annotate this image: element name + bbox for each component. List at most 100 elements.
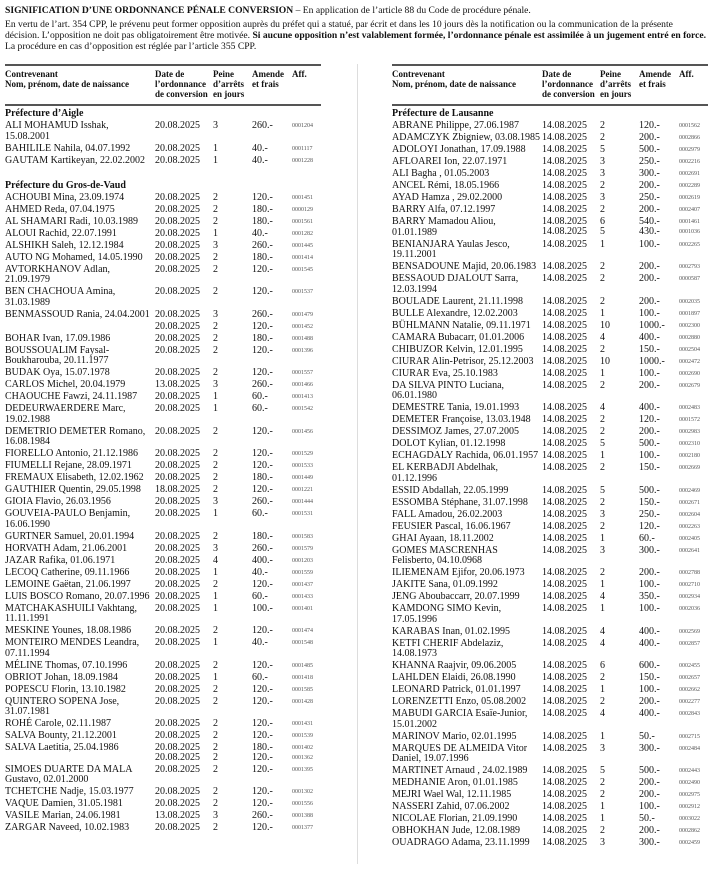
peine-jours-value: 2	[600, 204, 605, 215]
amende-frais-value: 180.-	[252, 742, 273, 753]
ordonnance-date: 14.08.2025	[542, 708, 600, 731]
amende-frais: 120.-	[252, 798, 292, 810]
affaire-number-value: 0002036	[679, 606, 700, 612]
affaire-number: 0002690	[679, 367, 708, 379]
ordonnance-date-value: 20.08.2025	[155, 578, 200, 590]
amende-frais: 200.-	[639, 777, 679, 789]
ordonnance-date: 14.08.2025	[542, 343, 600, 355]
amende-frais-value: 120.-	[252, 822, 273, 833]
affaire-number: 0002691	[679, 168, 708, 180]
amende-frais-value: 120.-	[639, 120, 660, 131]
peine-jours: 2	[600, 414, 639, 426]
peine-jours: 3	[600, 192, 639, 204]
affaire-number-value: 0002843	[679, 711, 700, 717]
ordonnance-date: 20.08.2025	[155, 154, 213, 166]
ordonnance-date-value: 20.08.2025	[155, 460, 200, 471]
ordonnance-date: 20.08.2025	[155, 798, 213, 810]
ordonnance-date: 20.08.2025	[155, 683, 213, 695]
peine-jours-value: 4	[600, 331, 605, 343]
ordonnance-date: 14.08.2025	[542, 379, 600, 402]
header-line: l’ordonnance	[155, 79, 207, 89]
peine-jours: 2	[213, 367, 252, 379]
table-row: ALI MOHAMUD Isshak, 15.08.2001 20.08.2025…	[5, 120, 321, 143]
peine-jours-value: 1	[213, 671, 218, 683]
amende-frais-value: 120.-	[252, 484, 273, 495]
contrevenant-name: ALI Bagha , 01.05.2003	[392, 168, 490, 179]
table-row: GAUTHIER Quentin, 29.05.1998 18.08.2025 2 1…	[5, 484, 321, 496]
peine-jours-value: 5	[600, 765, 605, 776]
header-date: Date de l’ordonnance de conversion	[155, 65, 213, 105]
table-row: AFLOAREI Ion, 22.07.1971 14.08.2025 3 250.-…	[392, 156, 708, 168]
peine-jours: 2	[213, 484, 252, 496]
peine-jours: 1	[213, 227, 252, 239]
ordonnance-date: 14.08.2025	[542, 426, 600, 438]
amende-frais: 100.-	[639, 367, 679, 379]
contrevenant-name: BOUSSOUALIM Faysal-Boukharouba, 20.11.19…	[5, 344, 110, 366]
amende-frais: 500.-	[639, 484, 679, 496]
ordonnance-date-value: 14.08.2025	[542, 567, 587, 578]
ordonnance-date: 20.08.2025	[155, 472, 213, 484]
table-row: GOMES MASCRENHAS Felisberto, 04.10.0968 1…	[392, 544, 708, 567]
amende-frais: 500.-	[639, 765, 679, 777]
amende-frais: 200.-	[639, 696, 679, 708]
table-row: SALVA Bounty, 21.12.2001 20.08.2025 2 120.-…	[5, 730, 321, 742]
header-line: en jours	[600, 89, 632, 99]
peine-jours-value: 2	[213, 484, 218, 495]
affaire-number: 0001402 0001362	[292, 742, 321, 764]
amende-frais-value: 1000.-	[639, 355, 665, 367]
amende-frais-value: 120.-	[252, 286, 273, 297]
affaire-number-value: 0002180	[679, 453, 700, 459]
peine-jours-value: 4	[600, 591, 605, 602]
contrevenant-name: BENMASSOUD Rania, 24.04.2001	[5, 308, 150, 320]
amende-frais: 100.-	[639, 684, 679, 696]
ordonnance-date-value: 14.08.2025	[542, 579, 587, 590]
ordonnance-date-value: 14.08.2025	[542, 261, 587, 272]
affaire-number-value: 0002263	[679, 523, 700, 530]
contrevenant-name: OBHOKHAN Jude, 12.08.1989	[392, 825, 521, 836]
amende-frais-value: 50.-	[639, 813, 655, 824]
amende-frais-value: 40.-	[252, 637, 268, 648]
affaire-number-value: 0002289	[679, 183, 700, 189]
ordonnance-date-value: 20.08.2025	[155, 566, 200, 578]
amende-frais: 100.-	[639, 238, 679, 261]
affaire-number-value: 0002983	[679, 429, 700, 435]
table-row: GAUTAM Kartikeyan, 22.02.2002 20.08.2025 1…	[5, 154, 321, 166]
contrevenant-name: DESSIMOZ James, 27.07.2005	[392, 426, 519, 437]
table-row: BOUSSOUALIM Faysal-Boukharouba, 20.11.19…	[5, 344, 321, 367]
ordonnance-date: 20.08.2025	[155, 320, 213, 332]
affaire-number: 0002669	[679, 462, 708, 485]
peine-jours: 2	[213, 320, 252, 332]
amende-frais: 600.-	[639, 660, 679, 672]
header-line: Contrevenant	[5, 69, 58, 79]
affaire-number-value: 0002472	[679, 358, 700, 365]
affaire-number: 0001562	[679, 120, 708, 132]
ordonnance-date-value: 20.08.2025	[155, 472, 200, 483]
table-row: BOULADE Laurent, 21.11.1998 14.08.2025 2 20…	[392, 295, 708, 307]
amende-frais: 120.-	[639, 414, 679, 426]
header-amende: Amende et frais	[639, 65, 679, 105]
amende-frais: 180.-	[252, 251, 292, 263]
peine-jours-value: 2	[213, 730, 218, 741]
ordonnance-date-value: 14.08.2025	[542, 414, 587, 425]
ordonnance-date-value: 20.08.2025	[155, 671, 200, 683]
right-column: Contrevenant Nom, prénom, date de naissan…	[392, 64, 708, 849]
peine-jours-value: 3	[600, 168, 605, 179]
peine-jours: 3	[600, 168, 639, 180]
ordonnance-date: 14.08.2025	[542, 355, 600, 367]
ordonnance-date-value: 14.08.2025	[542, 319, 587, 331]
contrevenant-name: LECOQ Catherine, 09.11.1966	[5, 566, 130, 578]
amende-frais: 540.- 430.-	[639, 216, 679, 239]
amende-frais-value: 60.-	[252, 403, 268, 414]
peine-jours-value: 5	[600, 144, 605, 155]
peine-jours: 3	[600, 156, 639, 168]
affaire-number: 0001388	[292, 810, 321, 822]
amende-frais-value: 120.-	[252, 578, 273, 590]
peine-jours-value: 2	[213, 251, 218, 263]
amende-frais-value: 120.-	[252, 263, 273, 275]
peine-jours: 6	[600, 660, 639, 672]
amende-frais: 40.-	[252, 227, 292, 239]
affaire-number: 0001282	[292, 227, 321, 239]
peine-jours-value: 10	[600, 319, 610, 331]
affaire-number-value: 0002504	[679, 346, 700, 353]
affaire-number-value: 0002035	[679, 298, 700, 305]
